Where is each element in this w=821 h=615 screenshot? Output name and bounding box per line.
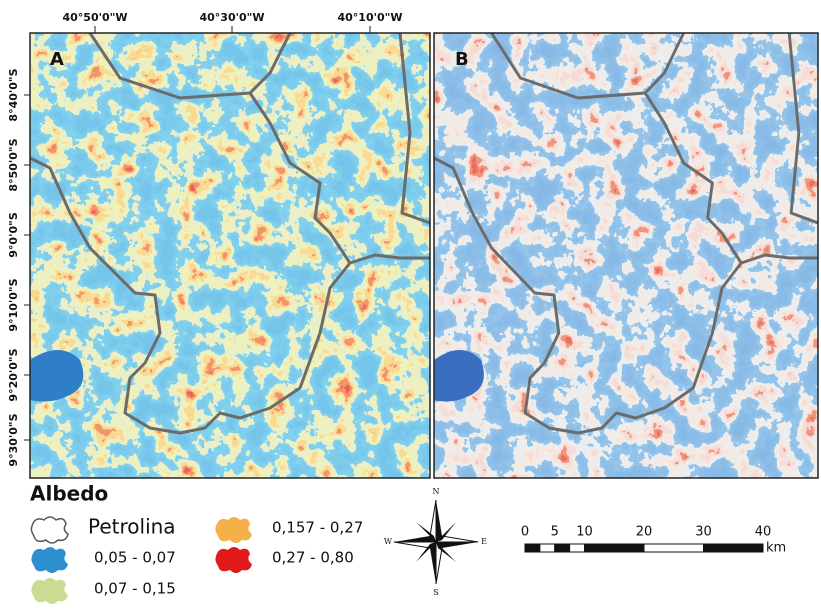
scale-label: 5 bbox=[551, 525, 559, 540]
scale-label: 30 bbox=[695, 525, 712, 540]
legend-label: 0,27 - 0,80 bbox=[272, 549, 354, 567]
legend-label: 0,05 - 0,07 bbox=[94, 549, 176, 567]
scale-label: 40 bbox=[755, 525, 772, 540]
latitude-label: 8°40'0"S bbox=[7, 68, 20, 121]
legend-label: Petrolina bbox=[88, 515, 176, 539]
compass-e: E bbox=[481, 537, 487, 546]
legend-swatch bbox=[215, 517, 252, 543]
latitude-label: 9°10'0"S bbox=[7, 278, 20, 331]
panel-b: B bbox=[434, 33, 818, 478]
latitude-label: 8°50'0"S bbox=[7, 138, 20, 191]
compass-n: N bbox=[433, 487, 440, 496]
scale-segment bbox=[525, 544, 540, 552]
scale-segment bbox=[704, 544, 764, 552]
legend-swatch bbox=[215, 547, 252, 573]
scale-unit: km bbox=[766, 541, 786, 556]
panel-label: B bbox=[455, 49, 469, 70]
panel-a: A bbox=[30, 33, 430, 478]
compass-s: S bbox=[433, 588, 438, 597]
legend-label: 0,07 - 0,15 bbox=[94, 580, 176, 598]
longitude-label: 40°10'0"W bbox=[337, 11, 402, 24]
latitude-label: 9°0'0"S bbox=[7, 212, 20, 258]
legend-swatch bbox=[31, 547, 68, 573]
latitude-label: 9°20'0"S bbox=[7, 348, 20, 401]
longitude-label: 40°50'0"W bbox=[62, 11, 127, 24]
scale-label: 0 bbox=[521, 525, 529, 540]
scale-segment bbox=[644, 544, 704, 552]
compass: N S W E bbox=[384, 487, 487, 597]
legend-swatch bbox=[31, 517, 68, 543]
figure: A B Albedo N S W E 40°50'0"W 40°30'0"W 40°… bbox=[0, 0, 821, 611]
scale-label: 10 bbox=[576, 525, 593, 540]
legend-label: 0,157 - 0,27 bbox=[272, 519, 363, 537]
scale-segment bbox=[585, 544, 645, 552]
latitude-label: 9°30'0"S bbox=[7, 413, 20, 466]
scale-label: 20 bbox=[636, 525, 653, 540]
legend-swatch bbox=[31, 578, 68, 604]
longitude-label: 40°30'0"W bbox=[199, 11, 264, 24]
scale-segment bbox=[570, 544, 585, 552]
panel-label: A bbox=[50, 49, 64, 70]
compass-w: W bbox=[384, 537, 393, 546]
scale-segment bbox=[555, 544, 570, 552]
page: A B Albedo N S W E 40°50'0"W 40°30'0"W 40°… bbox=[0, 0, 821, 615]
scale-segment bbox=[540, 544, 555, 552]
legend-title: Albedo bbox=[30, 482, 108, 506]
